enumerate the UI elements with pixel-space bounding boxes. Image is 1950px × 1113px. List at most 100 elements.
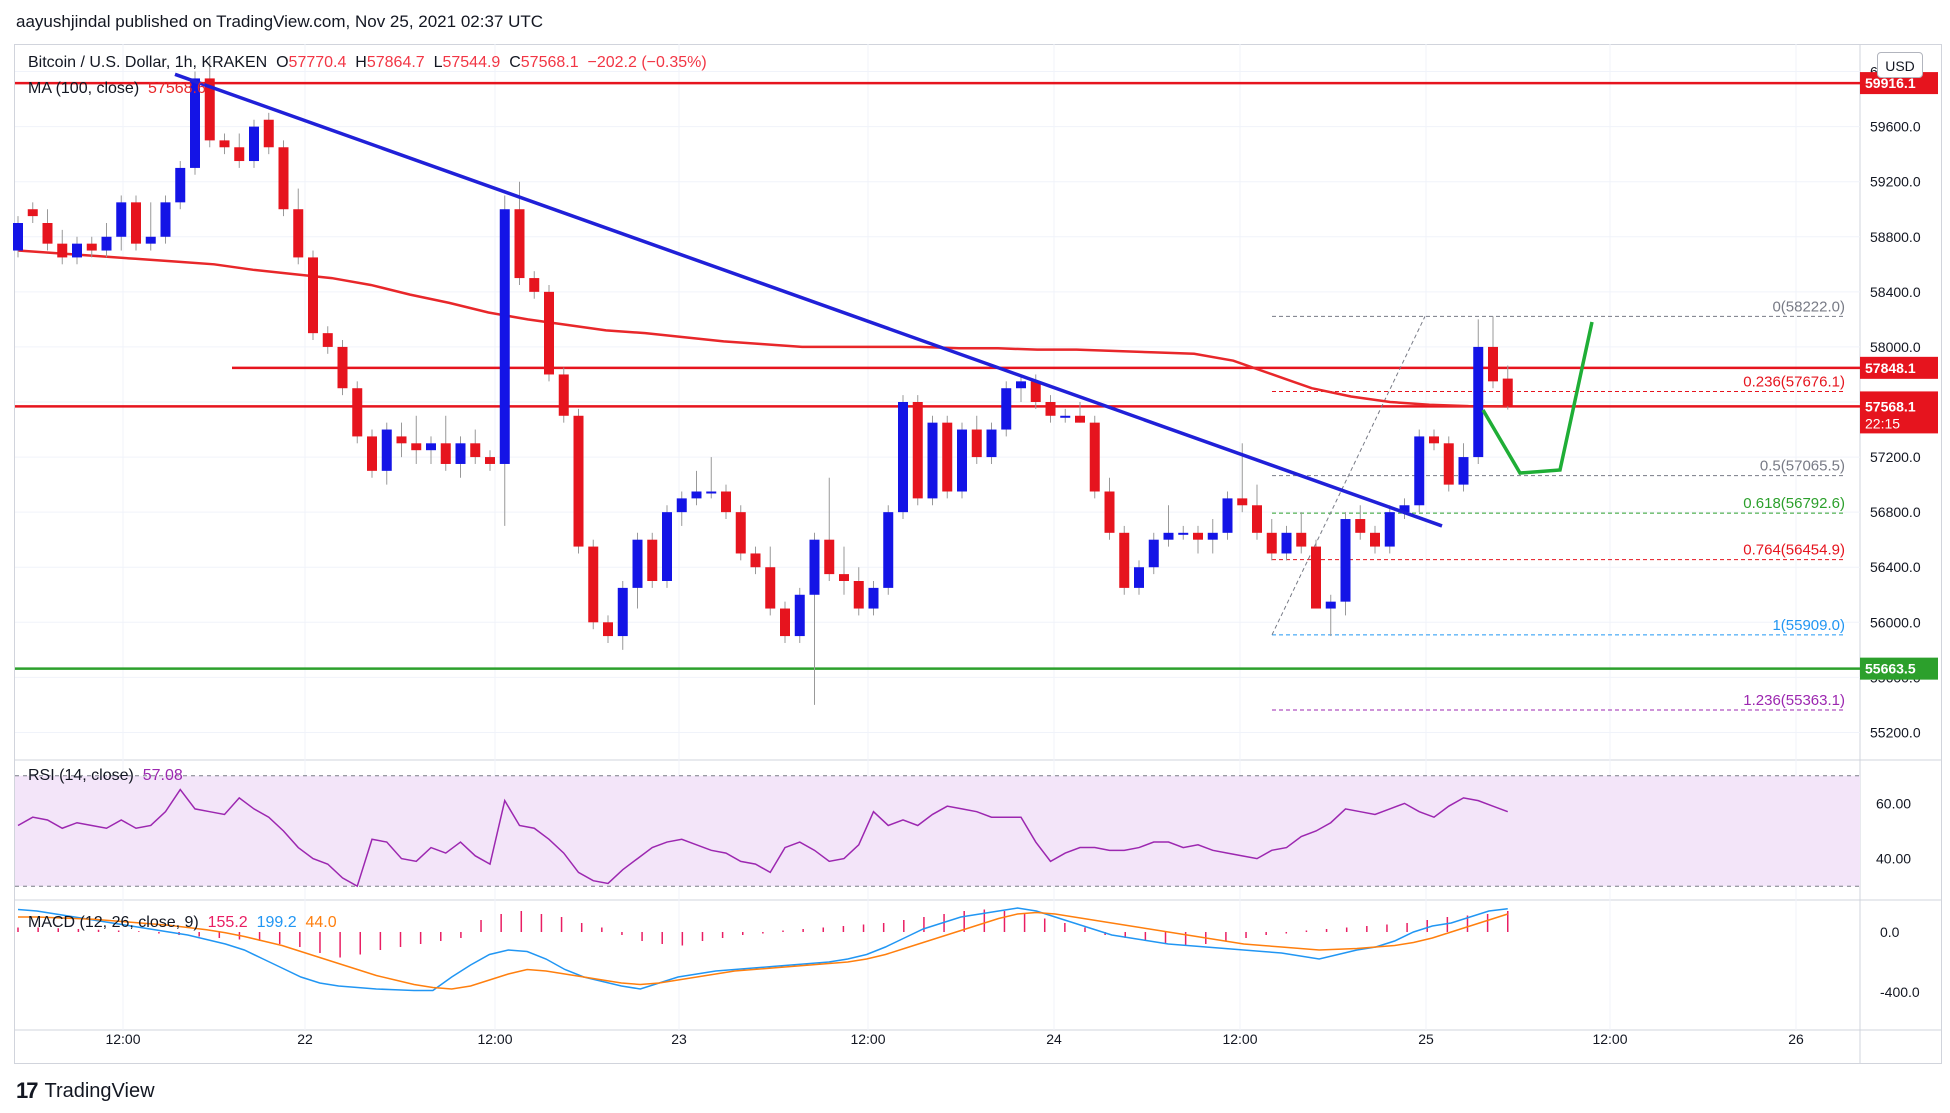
candle-body: [603, 622, 613, 637]
currency-button[interactable]: USD: [1877, 52, 1923, 78]
candle-body: [780, 608, 790, 637]
price-tag: [1860, 356, 1938, 379]
candle-body: [544, 291, 554, 375]
fib-level-label: 0.5(57065.5): [1760, 458, 1845, 475]
candle-body: [942, 422, 953, 492]
candle-body: [337, 346, 348, 389]
candle-body: [809, 539, 820, 595]
y-tick-label: 59600.0: [1870, 119, 1921, 135]
candle-body: [1266, 532, 1277, 554]
candle-body: [190, 78, 200, 168]
candle-body: [308, 257, 318, 334]
macd-legend: MACD (12, 26, close, 9) 155.2 199.2 44.0: [28, 914, 337, 932]
x-tick-label: 12:00: [477, 1031, 512, 1047]
chart-frame: [14, 44, 1942, 1064]
fib-level-label: 1.236(55363.1): [1743, 692, 1845, 709]
candle-body: [381, 429, 392, 471]
y-tick-label: 55200.0: [1870, 724, 1921, 740]
x-tick-label: 23: [671, 1031, 687, 1047]
price-tag-label: 55663.5: [1865, 661, 1916, 677]
macd-signal-line: [18, 911, 1508, 990]
candle-body: [957, 429, 967, 492]
candle-body: [1414, 436, 1425, 506]
candle-body: [883, 512, 894, 588]
x-tick-label: 12:00: [1592, 1031, 1627, 1047]
candle-body: [86, 243, 97, 251]
candle-body: [853, 581, 864, 609]
price-tag-label: 57568.1: [1865, 398, 1916, 414]
x-tick-label: 24: [1046, 1031, 1062, 1047]
candle-body: [868, 587, 879, 609]
macd-tick-label: -400.0: [1880, 984, 1920, 1000]
open-value: 57770.4: [288, 54, 347, 71]
x-tick-label: 12:00: [105, 1031, 140, 1047]
bearish-trendline: [174, 72, 1443, 528]
projection-arrow: [1481, 321, 1594, 475]
candle-body: [1207, 532, 1218, 540]
candle-body: [293, 209, 304, 258]
candle-body: [116, 202, 127, 237]
rsi-line: [17, 788, 1509, 888]
high-value: 57864.7: [366, 54, 425, 71]
x-tick-label: 22: [297, 1031, 313, 1047]
candle-body: [27, 209, 38, 217]
y-tick-label: 58000.0: [1870, 339, 1921, 355]
candle-body: [1296, 532, 1307, 547]
candle-body: [470, 443, 481, 458]
candle-body: [1119, 532, 1130, 588]
y-tick-label: 59200.0: [1870, 174, 1921, 190]
price-tag-label: 57848.1: [1865, 360, 1916, 376]
candle-body: [1443, 443, 1454, 485]
x-tick-label: 26: [1788, 1031, 1804, 1047]
footer-brand[interactable]: 17 TradingView: [16, 1078, 155, 1104]
candle-body: [175, 167, 186, 203]
high-label: H: [355, 54, 367, 71]
candle-body: [322, 333, 333, 347]
candle-body: [617, 587, 628, 637]
candle-body: [588, 546, 599, 623]
tradingview-logo-icon: 17: [16, 1078, 39, 1103]
candle-body: [57, 243, 68, 258]
macd-label: MACD (12, 26, close, 9): [28, 914, 199, 931]
candle-body: [101, 236, 112, 251]
macd-value: 199.2: [256, 914, 297, 931]
x-tick-label: 12:00: [850, 1031, 885, 1047]
candle-body: [352, 388, 363, 437]
price-tag: [1860, 395, 1938, 434]
candle-body: [529, 278, 540, 292]
price-tag: [1860, 657, 1938, 680]
candle-body: [971, 429, 982, 458]
candle-body: [1473, 346, 1484, 458]
candle-body: [986, 429, 997, 458]
candle-body: [455, 443, 466, 464]
candle-body: [145, 236, 156, 244]
price-tag-label: 59916.1: [1865, 75, 1916, 91]
y-tick-label: 57200.0: [1870, 449, 1921, 465]
macd-hist-value: 155.2: [207, 914, 248, 931]
candle-body: [824, 539, 835, 575]
candle-body: [249, 126, 259, 162]
candle-body: [927, 422, 938, 499]
candle-body: [765, 567, 776, 609]
main-legend: Bitcoin / U.S. Dollar, 1h, KRAKEN O57770…: [28, 54, 707, 72]
candle-body: [42, 223, 53, 244]
x-tick-label: 12:00: [1222, 1031, 1257, 1047]
candle-body: [1193, 532, 1203, 540]
candle-body: [1134, 567, 1144, 588]
fib-level-label: 0(58222.0): [1772, 298, 1845, 315]
candle-body: [278, 147, 289, 210]
fib-level-label: 0.764(56454.9): [1743, 542, 1845, 559]
rsi-tick-label: 60.00: [1876, 795, 1911, 811]
candle-body: [558, 374, 569, 416]
y-tick-label: 56000.0: [1870, 614, 1921, 630]
open-label: O: [276, 54, 289, 71]
y-tick-label: 56800.0: [1870, 504, 1921, 520]
candle-body: [662, 512, 672, 581]
candle-body: [1488, 346, 1498, 382]
candle-body: [1222, 498, 1233, 533]
candle-body: [691, 491, 702, 499]
y-tick-label: 56400.0: [1870, 559, 1921, 575]
candle-body: [514, 209, 525, 279]
candle-body: [1075, 415, 1085, 423]
